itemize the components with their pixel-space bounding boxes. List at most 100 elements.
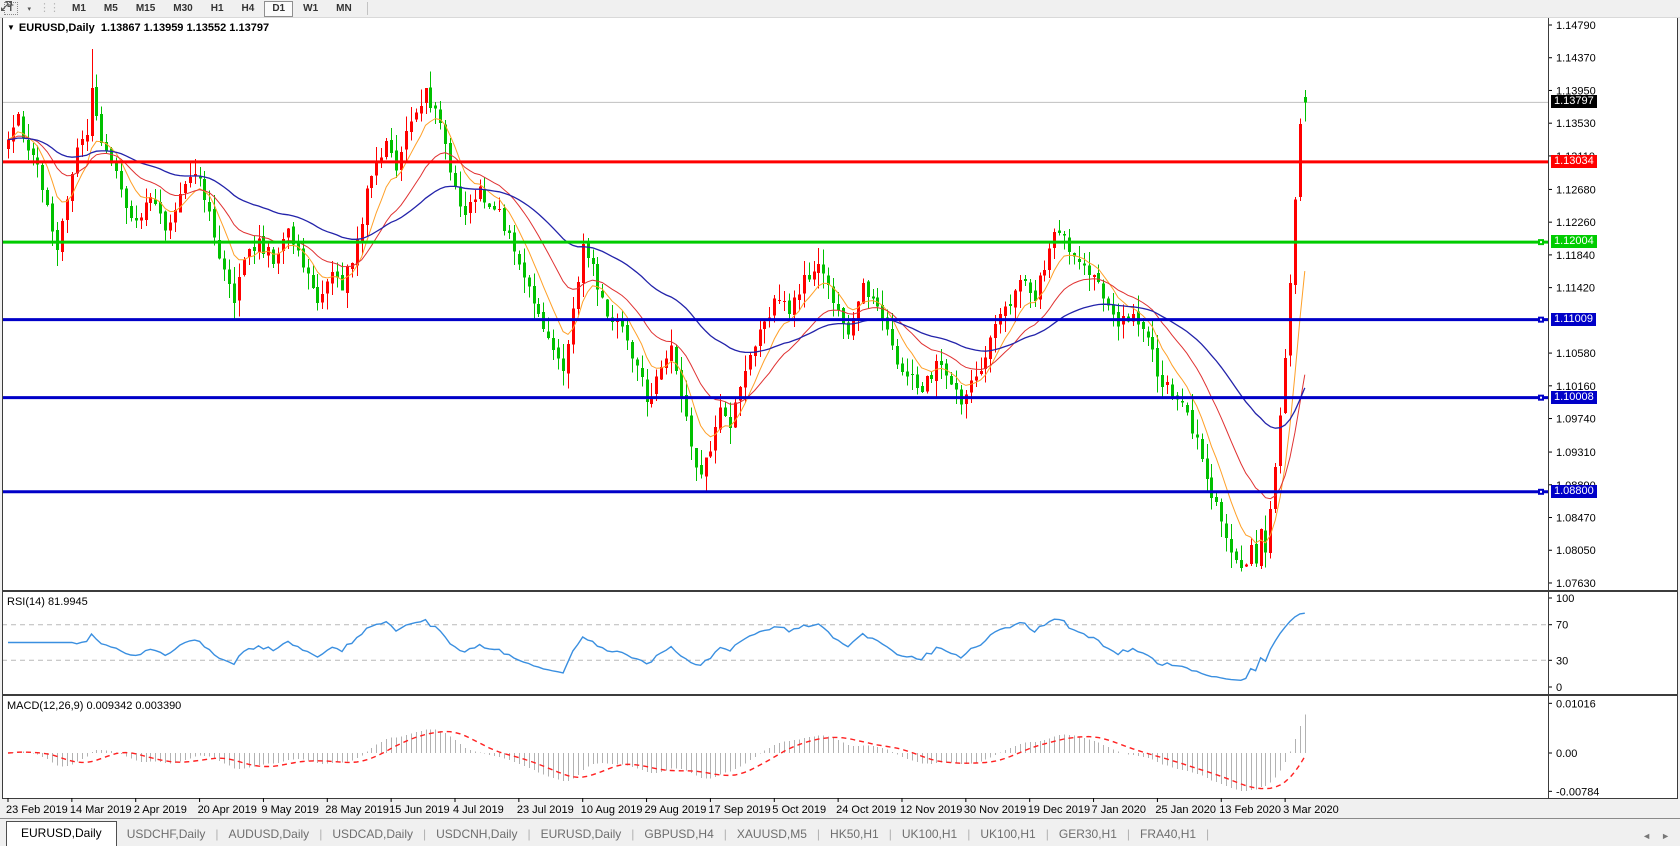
ma-slow-line: [7, 137, 1306, 429]
timeframe-button-M1[interactable]: M1: [64, 1, 94, 17]
tab-separator: |: [527, 827, 531, 841]
chart-tab-USDCNH-Daily[interactable]: USDCNH,Daily: [436, 827, 518, 841]
ma-mid-line: [7, 135, 1306, 500]
chart-tab-USDCAD-Daily[interactable]: USDCAD,Daily: [332, 827, 413, 841]
timeframe-button-H4[interactable]: H4: [234, 1, 263, 17]
timeframe-button-M30[interactable]: M30: [165, 1, 200, 17]
macd-tick-label: -0.00784: [1556, 786, 1599, 798]
macd-tick-label: 0.01016: [1556, 698, 1596, 710]
tab-separator: |: [423, 827, 427, 841]
chart-tab-GER30-H1[interactable]: GER30,H1: [1058, 827, 1117, 841]
chart-tab-XAUUSD-M5[interactable]: XAUUSD,M5: [736, 827, 807, 841]
price-tick-label: 1.12680: [1556, 184, 1596, 196]
tab-separator: |: [1126, 827, 1131, 841]
macd-tick-label: 0.00: [1556, 748, 1577, 760]
date-label: 17 Sep 2019: [708, 804, 770, 816]
date-label: 28 May 2019: [325, 804, 389, 816]
date-label: 2 Apr 2019: [134, 804, 187, 816]
cursor-arrows-button[interactable]: ▾: [1, 1, 35, 16]
date-label: 19 Dec 2019: [1028, 804, 1090, 816]
chart-tab-FRA40-H1[interactable]: FRA40,H1: [1140, 827, 1197, 841]
price-tick-label: 1.14790: [1556, 20, 1596, 32]
price-tick-label: 1.13110: [1556, 151, 1595, 163]
rsi-tick-label: 0: [1556, 682, 1562, 694]
toolbar-grip: ⋮⋮: [39, 2, 60, 14]
date-label: 3 Mar 2020: [1283, 804, 1339, 816]
rsi-tick-label: 70: [1556, 620, 1568, 632]
timeframe-button-group: M1 M5 M15 M30 H1 H4 D1 W1 MN: [63, 0, 361, 17]
date-label: 13 Feb 2020: [1219, 804, 1281, 816]
chart-tab-EURUSD-Daily[interactable]: EURUSD,Daily: [540, 827, 622, 841]
tab-separator: |: [816, 827, 821, 841]
date-label: 12 Nov 2019: [900, 804, 962, 816]
date-axis: 23 Feb 2019 14 Mar 2019 2 Apr 2019 20 Apr 2…: [6, 798, 1339, 816]
tab-separator: |: [1045, 827, 1049, 841]
line-handle-dot: [1540, 396, 1542, 399]
tab-scroll-right-icon[interactable]: ►: [1661, 831, 1670, 841]
chart-tab-HK50-H1[interactable]: HK50,H1: [830, 827, 879, 841]
date-label: 24 Oct 2019: [836, 804, 896, 816]
macd-histogram: [13, 714, 1306, 792]
macd-signal-line: [7, 730, 1306, 790]
date-label: 30 Nov 2019: [964, 804, 1026, 816]
price-tick-label: 1.09740: [1556, 414, 1596, 426]
price-tick-label: 1.07630: [1556, 578, 1596, 590]
date-label: 14 Mar 2019: [70, 804, 132, 816]
rsi-tick-label: 100: [1556, 593, 1574, 605]
timeframe-button-MN[interactable]: MN: [328, 1, 360, 17]
line-handle-dot: [1540, 490, 1542, 493]
date-label: 23 Feb 2019: [6, 804, 68, 816]
timeframe-button-M5[interactable]: M5: [96, 1, 126, 17]
price-tick-label: 1.08050: [1556, 545, 1596, 557]
timeframe-button-H1[interactable]: H1: [203, 1, 232, 17]
timeframe-button-D1[interactable]: D1: [264, 0, 294, 17]
tab-separator: |: [723, 827, 727, 841]
date-label: 20 Apr 2019: [198, 804, 257, 816]
price-tick-label: 1.14370: [1556, 53, 1596, 65]
price-tick-label: 1.08890: [1556, 480, 1596, 492]
price-tick-label: 1.10160: [1556, 381, 1596, 393]
chart-tab-GBPUSD-H4[interactable]: GBPUSD,H4: [644, 827, 714, 841]
arrows-tool-icon: [1, 1, 12, 11]
line-handle-dot: [1540, 318, 1542, 321]
date-label: 9 May 2019: [261, 804, 318, 816]
price-tick-label: 1.11420: [1556, 283, 1595, 295]
rsi-line: [8, 612, 1305, 682]
timeframe-button-M15[interactable]: M15: [128, 1, 163, 17]
macd-panel: [7, 714, 1306, 792]
chart-tab-EURUSD-Daily[interactable]: EURUSD,Daily: [6, 821, 117, 846]
price-tick-label: 1.09310: [1556, 447, 1596, 459]
price-tick-label: 1.11840: [1556, 250, 1595, 262]
price-tick-label: 1.08470: [1556, 513, 1596, 525]
tab-separator: |: [967, 827, 971, 841]
chart-tab-bar: EURUSD,Daily USDCHF,Daily | AUDUSD,Daily | US…: [0, 818, 1680, 846]
chart-tab-USDCHF-Daily[interactable]: USDCHF,Daily: [126, 827, 206, 841]
tab-scroll-controls: ◄ ►: [1642, 831, 1680, 846]
main-chart-panel: [2, 49, 1548, 572]
price-tick-label: 1.13950: [1556, 85, 1596, 97]
price-tick-label: 1.12260: [1556, 217, 1596, 229]
date-label: 29 Aug 2019: [645, 804, 707, 816]
tab-separator: |: [888, 827, 892, 841]
tab-separator: |: [1206, 827, 1210, 841]
chart-tab-UK100-H1[interactable]: UK100,H1: [980, 827, 1036, 841]
tab-scroll-left-icon[interactable]: ◄: [1642, 831, 1652, 841]
tab-separator: |: [215, 827, 219, 841]
date-label: 5 Oct 2019: [772, 804, 826, 816]
line-handle-dot: [1540, 241, 1542, 244]
date-label: 10 Aug 2019: [581, 804, 643, 816]
timeframe-button-W1[interactable]: W1: [295, 1, 326, 17]
chart-tab-UK100-H1[interactable]: UK100,H1: [901, 827, 958, 841]
date-label: 4 Jul 2019: [453, 804, 504, 816]
macd-axis: 0.01016 0.00 -0.00784: [1548, 698, 1599, 798]
price-tick-label: 1.13530: [1556, 118, 1596, 130]
tab-separator: |: [319, 827, 323, 841]
date-label: 25 Jan 2020: [1155, 804, 1216, 816]
tab-separator: |: [631, 827, 635, 841]
chevron-down-icon: ▾: [27, 5, 32, 13]
price-axis: 1.14790 1.14370 1.13950 1.13530 1.13110 1.126…: [1548, 20, 1596, 590]
chart-panels-background: [2, 18, 1678, 798]
chart-tab-AUDUSD-Daily[interactable]: AUDUSD,Daily: [228, 827, 310, 841]
